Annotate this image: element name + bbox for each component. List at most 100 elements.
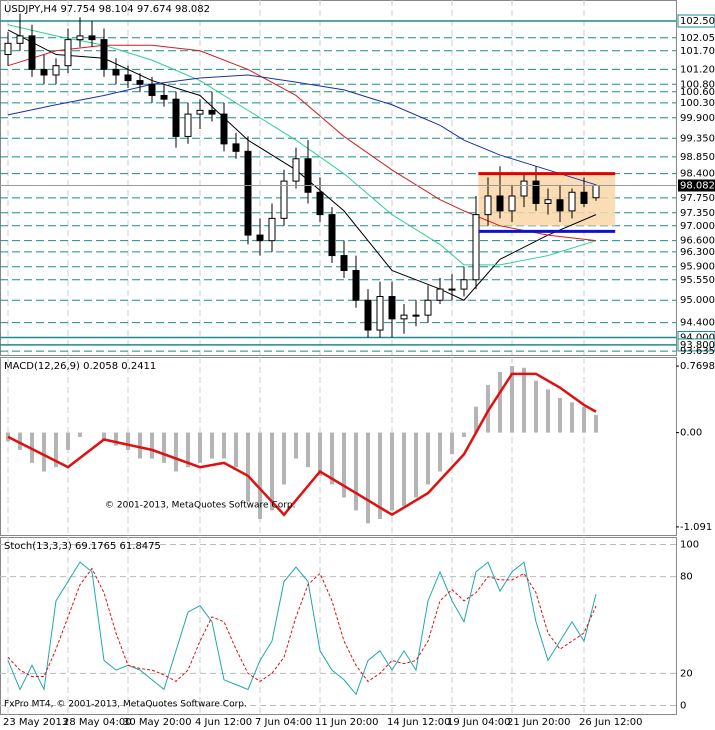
candle-body: [40, 68, 48, 76]
y-tick-label: 20: [680, 668, 693, 679]
y-tick-label: 94.000: [680, 332, 715, 343]
y-tick-label: 95.900: [680, 262, 715, 273]
y-tick-label: 96.600: [680, 236, 715, 247]
histogram-bar: [534, 380, 538, 433]
histogram-bar: [450, 432, 454, 455]
panel-title: Stoch(13,3,3) 69.1765 61.8475: [4, 541, 161, 552]
candle-body: [592, 184, 600, 199]
y-tick-label: 80: [680, 572, 693, 583]
candle-body: [28, 35, 36, 70]
moving-average: [7, 29, 597, 301]
x-tick-label: 28 May 04:00: [63, 717, 132, 728]
histogram-bar: [234, 432, 238, 468]
y-tick-label: 100.600: [680, 87, 715, 98]
candle-body: [448, 288, 456, 291]
x-tick-label: 7 Jun 04:00: [255, 717, 312, 728]
histogram-bar: [66, 432, 70, 450]
histogram-bar: [510, 366, 514, 433]
candle-body: [256, 234, 264, 242]
candle-body: [4, 42, 12, 56]
candle-body: [568, 191, 576, 212]
y-tick-label: 95.550: [680, 275, 715, 286]
histogram-bar: [270, 432, 274, 511]
histogram-bar: [54, 432, 58, 468]
histogram-bar: [330, 432, 334, 485]
candle-body: [556, 199, 564, 212]
candle-body: [424, 299, 432, 316]
candle-body: [328, 214, 336, 257]
candle-body: [544, 199, 552, 204]
histogram-bar: [342, 432, 346, 498]
histogram-bar: [570, 402, 574, 433]
candle-body: [400, 314, 408, 320]
histogram-bar: [210, 432, 214, 459]
y-tick-label: 99.350: [680, 133, 715, 144]
histogram-bar: [558, 398, 562, 433]
histogram-bar: [258, 432, 262, 520]
histogram-bar: [438, 432, 442, 472]
candle-body: [232, 143, 240, 152]
y-tick-label: 98.400: [680, 169, 715, 180]
histogram-bar: [306, 432, 310, 468]
histogram-bar: [186, 432, 190, 468]
y-tick-label: 0: [680, 701, 686, 712]
candle-body: [196, 109, 204, 115]
candle-body: [484, 195, 492, 216]
x-tick-label: 23 May 2013: [3, 717, 68, 728]
candle-body: [460, 279, 468, 290]
candle-body: [352, 269, 360, 301]
candle-body: [148, 83, 156, 96]
histogram-bar: [402, 432, 406, 507]
y-tick-label: 94.400: [680, 318, 715, 329]
y-tick-label: 95.000: [680, 295, 715, 306]
y-tick-label: 99.900: [680, 113, 715, 124]
histogram-bar: [18, 432, 22, 450]
copyright: FxPro MT4, © 2001-2013, MetaQuotes Softw…: [4, 700, 247, 710]
histogram-bar: [378, 432, 382, 520]
y-tick-label: 98.850: [680, 152, 715, 163]
y-tick-label: 101.700: [680, 46, 715, 57]
histogram-bar: [282, 432, 286, 485]
y-tick-label: 102.050: [680, 33, 715, 44]
histogram-bar: [78, 432, 82, 437]
stoch-line: [7, 567, 597, 683]
histogram-bar: [246, 432, 250, 502]
histogram-bar: [474, 406, 478, 433]
candle-body: [280, 180, 288, 219]
panel-title: MACD(12,26,9) 0.2058 0.2411: [4, 361, 156, 372]
candle-body: [496, 195, 504, 212]
candle-body: [316, 191, 324, 216]
candle-body: [64, 39, 72, 67]
copyright: © 2001-2013, MetaQuotes Software Corp.: [105, 501, 296, 511]
y-tick-label: 97.000: [680, 221, 715, 232]
level-box: [677, 14, 715, 28]
moving-average: [7, 24, 597, 266]
stoch-line: [7, 561, 597, 696]
histogram-bar: [102, 432, 106, 442]
candle-body: [112, 68, 120, 76]
y-tick-label: 100: [680, 539, 699, 550]
candle-body: [340, 255, 348, 271]
histogram-bar: [426, 432, 430, 485]
level-box: [677, 338, 715, 352]
histogram-bar: [390, 432, 394, 511]
y-tick-label: 97.350: [680, 208, 715, 219]
histogram-bar: [498, 372, 502, 433]
histogram-bar: [522, 367, 526, 433]
x-tick-label: 26 Jun 12:00: [579, 717, 643, 728]
histogram-bar: [294, 432, 298, 459]
candle-body: [304, 158, 312, 193]
histogram-bar: [222, 432, 226, 459]
candle-body: [268, 217, 276, 242]
candle-body: [388, 296, 396, 320]
candle-body: [376, 296, 384, 331]
y-tick-label: 101.200: [680, 64, 715, 75]
panel-frame: [0, 0, 677, 356]
y-tick-label: 93.635: [680, 346, 715, 357]
y-tick-label: 100.300: [680, 98, 715, 109]
histogram-bar: [42, 432, 46, 472]
candle-body: [136, 80, 144, 85]
y-tick-label: 0.00: [680, 428, 702, 439]
histogram-bar: [366, 432, 370, 524]
